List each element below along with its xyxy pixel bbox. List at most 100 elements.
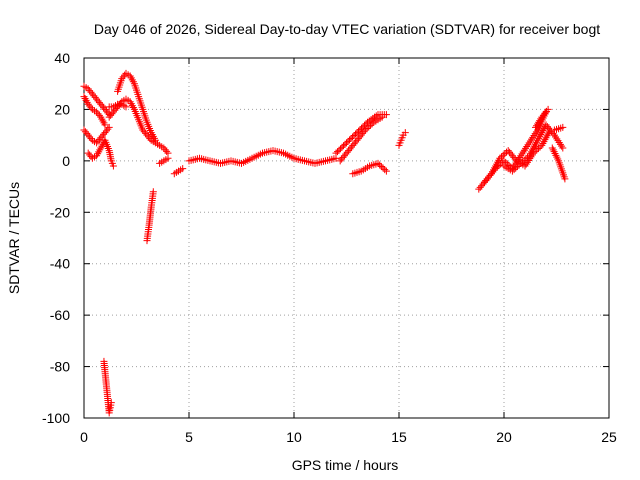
- data-point: [361, 126, 369, 134]
- data-trail: [208, 157, 222, 167]
- x-tick-label: 25: [601, 429, 617, 445]
- data-trail: [114, 77, 125, 93]
- data-trail: [324, 155, 338, 164]
- series-arc-g: [105, 100, 130, 111]
- series-arc-j: [170, 165, 187, 178]
- data-trail: [480, 171, 494, 186]
- y-tick-label: -60: [50, 307, 70, 323]
- data-point: [101, 121, 109, 129]
- data-trail: [148, 190, 157, 209]
- x-tick-label: 5: [185, 429, 193, 445]
- x-tick-label: 15: [391, 429, 407, 445]
- chart-title: Day 046 of 2026, Sidereal Day-to-day VTE…: [94, 21, 600, 37]
- data-trail: [555, 159, 568, 181]
- data-trail: [292, 155, 306, 164]
- data-trail: [506, 148, 519, 163]
- series-arc-c: [80, 123, 113, 147]
- data-point: [151, 136, 159, 144]
- data-trail: [86, 87, 95, 96]
- data-trail: [135, 118, 146, 132]
- series-arc-s: [532, 105, 552, 131]
- series-arc-k: [185, 147, 340, 167]
- data-trail: [140, 108, 150, 124]
- data-trail: [313, 157, 327, 167]
- data-trail: [86, 102, 95, 112]
- series-arc-h: [143, 188, 157, 245]
- data-trail: [510, 161, 523, 174]
- data-trail: [502, 163, 514, 174]
- data-point: [374, 159, 382, 167]
- data-trail: [140, 128, 150, 137]
- series-arc-q: [479, 126, 554, 188]
- data-point: [122, 103, 130, 111]
- data-trail: [145, 205, 155, 227]
- y-tick-label: -100: [42, 410, 70, 426]
- series-arc-d: [84, 136, 117, 170]
- data-trail: [148, 131, 158, 142]
- data-trail: [365, 112, 380, 125]
- series-arc-f: [114, 69, 159, 144]
- data-point: [332, 149, 340, 157]
- data-trail: [549, 146, 562, 163]
- data-trail: [229, 157, 243, 167]
- data-point: [508, 167, 516, 175]
- data-trail: [94, 146, 104, 158]
- y-tick-label: 40: [54, 50, 70, 66]
- data-trail: [127, 74, 137, 86]
- data-trail: [119, 71, 129, 81]
- data-trail: [303, 157, 317, 167]
- x-tick-label: 0: [80, 429, 88, 445]
- data-trail: [86, 133, 95, 143]
- y-tick-label: -20: [50, 204, 70, 220]
- data-point: [343, 139, 350, 147]
- data-trail: [98, 130, 108, 140]
- data-trail: [526, 138, 541, 158]
- data-trail: [98, 102, 108, 112]
- data-trail: [240, 155, 254, 166]
- series-arc-n: [349, 159, 390, 178]
- data-trail: [102, 107, 112, 117]
- data-trail: [106, 149, 115, 163]
- data-trail: [553, 124, 565, 133]
- data-trail: [90, 92, 99, 101]
- data-point: [353, 129, 361, 137]
- data-trail: [526, 128, 540, 145]
- data-point: [164, 154, 172, 162]
- data-trail: [351, 168, 363, 177]
- data-trail: [98, 115, 108, 127]
- data-trail: [359, 163, 371, 174]
- data-trail: [518, 153, 532, 166]
- y-tick-label: -40: [50, 256, 70, 272]
- data-trail: [346, 138, 360, 153]
- data-trail: [161, 146, 171, 155]
- data-trail: [552, 133, 566, 150]
- data-trail: [100, 359, 113, 415]
- axis-ticks: 0 5 10 15 20 25 -100 -80 -60 -40 -20 0 20 40: [42, 50, 617, 445]
- data-trail: [131, 107, 142, 122]
- data-trail: [144, 120, 154, 135]
- data-trail: [354, 128, 368, 143]
- data-point: [105, 123, 113, 131]
- data-point: [517, 159, 525, 167]
- data-trail: [143, 223, 153, 242]
- series-arc-t: [548, 144, 569, 183]
- data-trail: [81, 95, 91, 106]
- data-trail: [198, 155, 212, 164]
- data-point: [179, 165, 187, 173]
- plot-frame: [83, 57, 610, 419]
- data-trail: [533, 115, 545, 130]
- x-tick-label: 20: [496, 429, 512, 445]
- data-trail: [219, 157, 233, 167]
- data-trail: [102, 138, 112, 153]
- x-axis-label: GPS time / hours: [292, 457, 399, 473]
- y-tick-label: 0: [62, 153, 70, 169]
- data-trail: [261, 147, 275, 157]
- data-trail: [376, 161, 389, 174]
- data-trail: [355, 120, 370, 135]
- data-trail: [271, 147, 285, 157]
- y-tick-label: -80: [50, 359, 70, 375]
- grid-lines: [84, 58, 609, 418]
- data-trail: [135, 95, 146, 111]
- data-trail: [344, 130, 359, 145]
